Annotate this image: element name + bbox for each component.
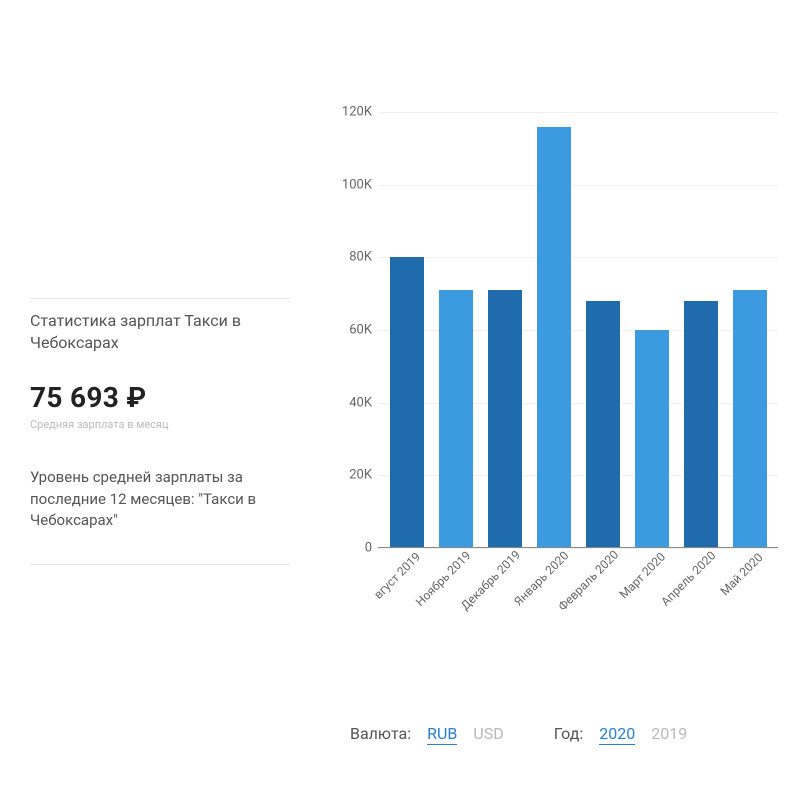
stats-title: Статистика зарплат Такси в Чебоксарах (30, 310, 290, 355)
stats-description: Уровень средней зарплаты за последние 12… (30, 467, 290, 532)
chart-y-tick-label: 20K (328, 468, 372, 483)
chart-x-labels: вгуст 2019Ноябрь 2019Декабрь 2019Январь … (378, 556, 778, 626)
chart-plot-area: 020K40K60K80K100K120K (378, 112, 778, 548)
chart-x-axis (378, 547, 778, 548)
chart-bar-slot (480, 112, 529, 548)
chart-bar-slot (578, 112, 627, 548)
year-option-2020[interactable]: 2020 (599, 724, 635, 745)
chart-bar-slot (431, 112, 480, 548)
chart-bar[interactable] (733, 290, 767, 548)
chart-y-tick-label: 80K (328, 250, 372, 265)
chart-bar-slot (676, 112, 725, 548)
chart-x-tick-label: Май 2020 (717, 550, 765, 598)
currency-option-usd[interactable]: USD (473, 724, 503, 743)
chart-bar[interactable] (390, 257, 424, 548)
currency-option-rub[interactable]: RUB (427, 724, 457, 745)
chart-bar-slot (725, 112, 774, 548)
chart-gridline (378, 548, 778, 549)
stats-panel: Статистика зарплат Такси в Чебоксарах 75… (30, 310, 290, 532)
chart-x-label-slot: Апрель 2020 (676, 556, 725, 626)
chart-bar[interactable] (439, 290, 473, 548)
chart-bar-slot (382, 112, 431, 548)
chart-bar[interactable] (488, 290, 522, 548)
chart-x-label-slot: Май 2020 (725, 556, 774, 626)
chart-x-tick-label: вгуст 2019 (371, 550, 423, 602)
chart-bar[interactable] (684, 301, 718, 548)
chart-bars (378, 112, 778, 548)
chart-y-tick-label: 100K (328, 177, 372, 192)
chart-bar-slot (529, 112, 578, 548)
chart-bar[interactable] (635, 330, 669, 548)
chart-y-tick-label: 0 (328, 541, 372, 556)
year-option-2019[interactable]: 2019 (651, 724, 687, 743)
page: Статистика зарплат Такси в Чебоксарах 75… (0, 0, 807, 807)
chart-y-tick-label: 40K (328, 395, 372, 410)
chart-bar-slot (627, 112, 676, 548)
salary-bar-chart: 020K40K60K80K100K120K вгуст 2019Ноябрь 2… (330, 112, 782, 632)
chart-y-tick-label: 120K (328, 105, 372, 120)
chart-bar[interactable] (537, 127, 571, 548)
divider (30, 564, 290, 565)
divider (30, 298, 290, 299)
chart-y-tick-label: 60K (328, 323, 372, 338)
chart-controls: Валюта: RUB USD Год: 2020 2019 (350, 724, 687, 745)
currency-label: Валюта: (350, 724, 411, 743)
average-salary-label: Средняя зарплата в месяц (30, 418, 290, 431)
year-label: Год: (554, 724, 584, 743)
chart-bar[interactable] (586, 301, 620, 548)
average-salary-value: 75 693 ₽ (30, 381, 290, 414)
